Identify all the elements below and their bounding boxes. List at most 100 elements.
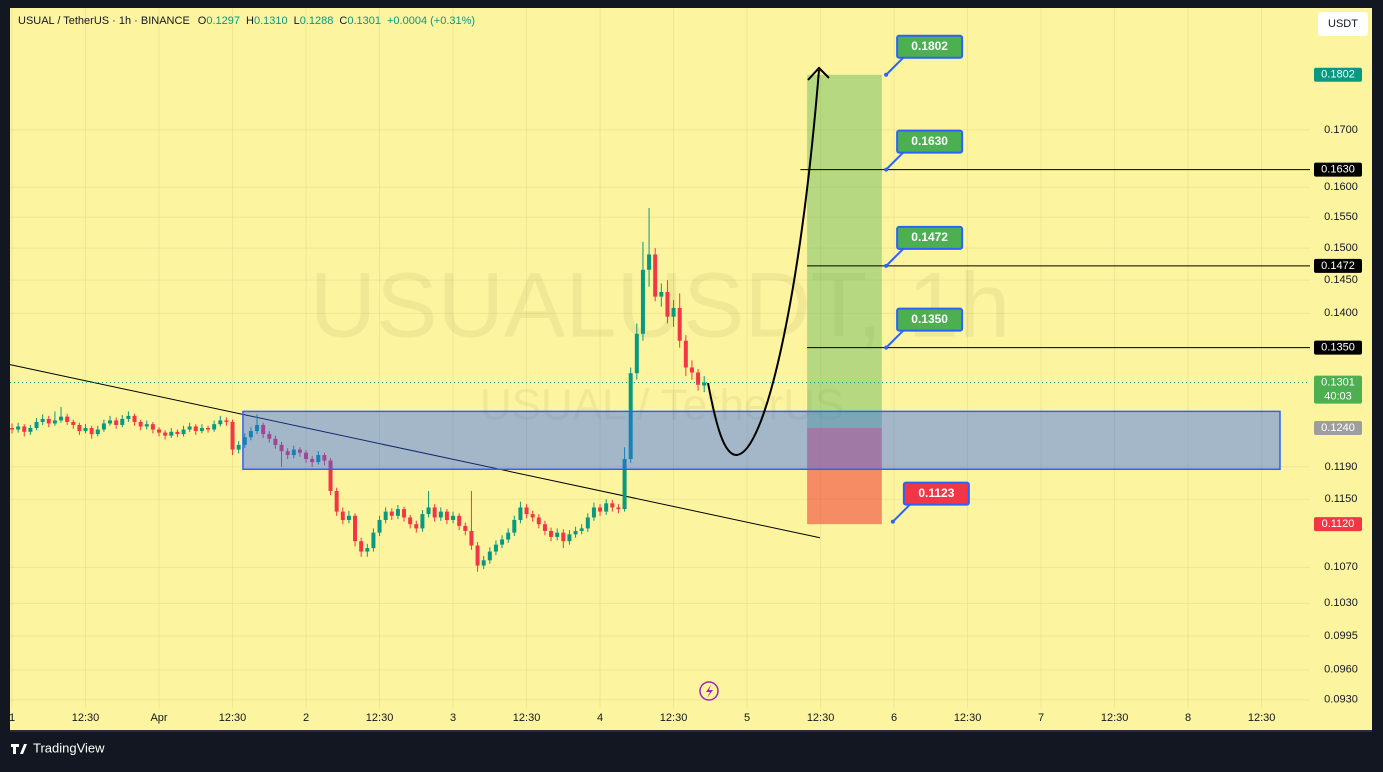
candle-body [346,515,351,520]
candle-body [248,431,253,438]
countdown: 40:03 [1324,391,1352,403]
callout-pointer [885,248,904,267]
candle-body [212,424,217,430]
candle-body [653,254,658,297]
candle-body [365,548,370,552]
trendline [9,364,821,539]
plot: 0.1700 0.1600 0.1550 0.1500 0.1450 0.1400 0.11… [9,34,1362,724]
candle-body [408,517,413,525]
candle-body [542,524,547,531]
y-tick-label: 0.1070 [1324,561,1358,573]
stop-area [807,427,882,525]
x-tick-label: 6 [891,712,897,724]
brand-logo [11,744,27,754]
candle-body [702,382,707,386]
price-tag [1314,517,1362,532]
candle-body [659,291,664,297]
candle-body [561,532,566,542]
candle-body [101,423,106,430]
y-tick-label: 0.1700 [1324,124,1358,136]
ohlc-key: H [246,15,254,27]
ohlc-value: 0.1297 [206,15,240,27]
candle-body [414,524,419,529]
candle-body [591,507,596,518]
candle-body [187,426,192,430]
candle-body [457,515,462,526]
candle-body [126,415,131,419]
candle-body [616,507,621,510]
x-tick-label: 12:30 [807,712,835,724]
price-tag [1314,340,1362,355]
price-tag-label: 0.1802 [1321,69,1355,81]
callout-label: 0.1350 [911,312,948,326]
candle-body [426,507,431,515]
callout-box [896,129,964,154]
y-tick-label: 0.1190 [1325,461,1358,473]
callout-pointer [885,151,904,171]
candle-body [279,444,284,452]
candle-body [469,530,474,546]
x-tick-label: 12:30 [1101,712,1129,724]
candle-body [383,511,388,520]
callout-box [902,481,970,506]
candle-body [22,426,27,432]
candle-body [163,432,168,436]
x-tick-label: 1 [9,712,15,724]
candle-body [622,458,627,510]
callout-box [896,34,964,59]
candle-body [573,530,578,535]
candle-body [89,427,94,435]
candle-body [28,427,33,432]
candle-body [475,545,480,566]
x-tick-label: 12:30 [72,712,100,724]
candle-body [40,418,45,422]
brand: TradingView [33,740,105,755]
candle-body [169,431,174,436]
candle-body [71,421,76,425]
currency-label[interactable]: USDT [1328,18,1358,30]
candle-body [463,525,468,531]
ohlc-key: L [294,15,300,27]
candle-body [506,532,511,540]
x-tick-label: 2 [303,712,309,724]
candle-body [206,427,211,430]
candle-body [242,437,247,445]
candle-body [671,307,676,317]
candle-body [175,431,180,435]
x-tick-label: 12:30 [219,712,247,724]
candle-body [10,427,15,430]
candle-body [334,491,339,512]
candle-body [138,421,143,427]
events-bolt [706,685,713,698]
candle-body [647,254,652,270]
x-tick-label: 7 [1038,712,1044,724]
candle-body [83,427,88,432]
price-tag [1314,67,1362,82]
x-tick-label: 12:30 [366,712,394,724]
candle-body [52,420,57,424]
candle-body [451,515,456,520]
candle-body [95,429,100,435]
x-tick-label: 12:30 [660,712,688,724]
price-tag-label: 0.1301 [1321,377,1355,389]
candle-body [610,503,615,508]
candle-body [255,424,260,432]
candle-body [236,444,241,450]
candle-body [628,373,633,459]
candle-body [512,519,517,533]
candle-body [193,426,198,432]
callout-box [896,225,964,250]
y-tick-label: 0.1400 [1324,307,1358,319]
callout-anchor [884,345,889,350]
change: +0.0004 (+0.31%) [387,15,475,27]
candle-body [273,438,278,445]
ohlc-value: 0.1301 [347,15,381,27]
currency-button[interactable] [1318,12,1368,36]
y-tick-label: 0.0995 [1324,630,1358,642]
price-tag [1314,420,1362,435]
grid [10,8,1310,708]
candle-body [585,517,590,529]
ohlc-key: C [339,15,347,27]
candle-body [353,515,358,542]
